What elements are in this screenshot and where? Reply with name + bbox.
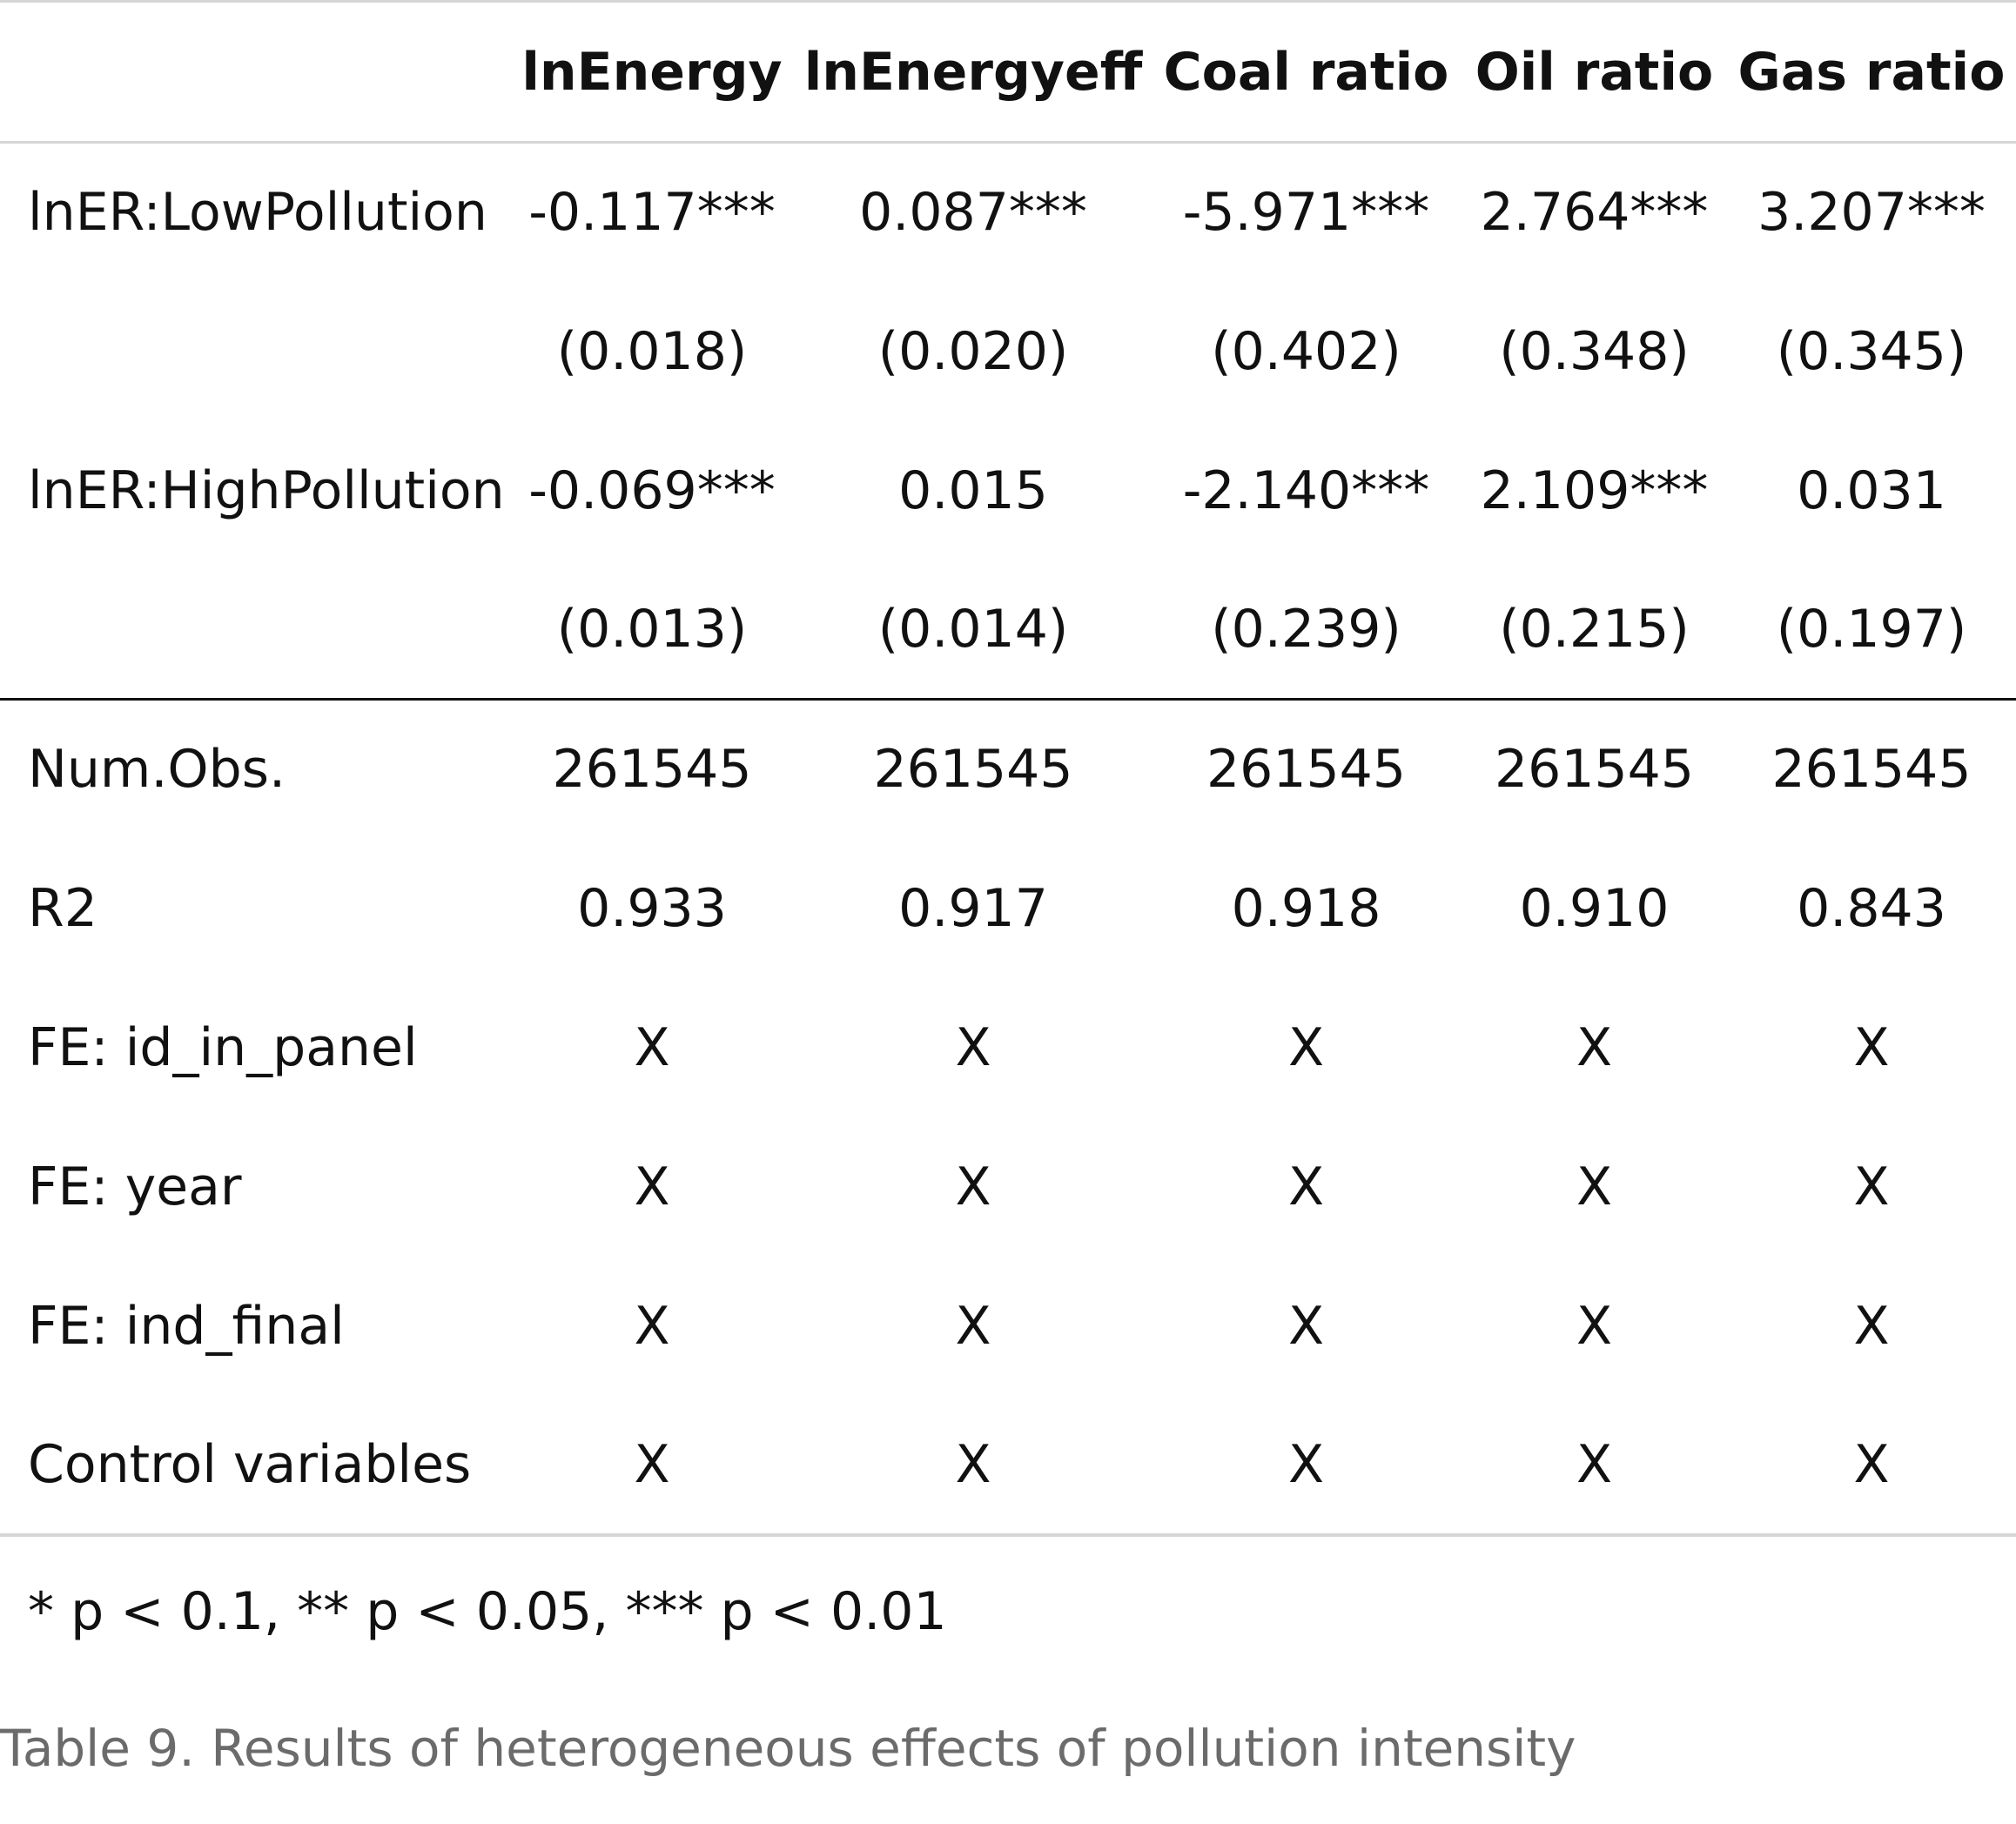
table-row: lnER:HighPollution -0.069*** 0.015 -2.14…: [0, 421, 2016, 560]
table-cell: (0.348): [1499, 320, 1690, 382]
table-cell: X: [1151, 1395, 1462, 1537]
table-cell: X: [1853, 1295, 1890, 1357]
table-cell: (0.215): [1462, 560, 1727, 701]
table-cell: -0.069***: [528, 459, 776, 521]
table-row: (0.018) (0.020) (0.402) (0.348) (0.345): [0, 282, 2016, 421]
table-row: FE: ind_final X X X X X: [0, 1257, 2016, 1396]
row-label: Control variables: [0, 1395, 508, 1537]
table-cell: (0.014): [796, 560, 1151, 701]
table-cell: 0.918: [1231, 877, 1381, 939]
table-cell: (0.197): [1727, 560, 2016, 701]
table-row: (0.013) (0.014) (0.239) (0.215) (0.197): [0, 560, 2016, 701]
table-cell: (0.018): [556, 320, 748, 382]
table-cell: X: [634, 1156, 670, 1217]
table-cell: X: [1287, 1016, 1325, 1078]
table-cell: X: [796, 1395, 1151, 1537]
column-header-lnenergy: lnEnergy: [508, 0, 796, 144]
coefficient-section: lnER:LowPollution -0.117*** 0.087*** -5.…: [0, 143, 2016, 701]
notes-section: * p < 0.1, ** p < 0.05, *** p < 0.01: [0, 1535, 2016, 1687]
table-cell: 261545: [1771, 739, 1972, 801]
table-cell: 3.207***: [1757, 182, 1986, 244]
row-label: lnER:LowPollution: [28, 182, 487, 244]
note-row: * p < 0.1, ** p < 0.05, *** p < 0.01: [0, 1535, 2016, 1687]
header-corner: [0, 0, 508, 144]
table-header: lnEnergy lnEnergyeff Coal ratio Oil rati…: [0, 0, 2016, 144]
row-label: lnER:HighPollution: [28, 459, 505, 521]
table-cell: 0.843: [1797, 877, 1946, 939]
table-cell: (0.345): [1776, 320, 1967, 382]
header-row: lnEnergy lnEnergyeff Coal ratio Oil rati…: [0, 0, 2016, 144]
row-label: [0, 560, 508, 701]
table-cell: 261545: [1206, 739, 1407, 801]
table-cell: (0.402): [1211, 320, 1401, 382]
table-cell: X: [955, 1156, 991, 1217]
table-cell: X: [1287, 1295, 1325, 1357]
table-row: FE: id_in_panel X X X X X: [0, 978, 2016, 1117]
table-cell: X: [1576, 1295, 1613, 1357]
results-table-container: lnEnergy lnEnergyeff Coal ratio Oil rati…: [0, 0, 2016, 1687]
results-table: lnEnergy lnEnergyeff Coal ratio Oil rati…: [0, 0, 2016, 1687]
table-cell: 0.031: [1797, 459, 1946, 521]
table-cell: 0.910: [1519, 877, 1670, 939]
column-header-coal-ratio: Coal ratio: [1151, 0, 1462, 144]
column-header-gas-ratio: Gas ratio: [1727, 0, 2016, 144]
table-cell: X: [508, 1395, 796, 1537]
table-cell: 2.764***: [1480, 182, 1709, 244]
row-label: FE: year: [28, 1156, 242, 1217]
table-cell: X: [1853, 1016, 1890, 1078]
table-cell: -2.140***: [1182, 459, 1430, 521]
table-cell: 0.087***: [859, 182, 1087, 244]
table-cell: X: [634, 1295, 670, 1357]
table-cell: 2.109***: [1480, 459, 1709, 521]
table-row: FE: year X X X X X: [0, 1117, 2016, 1257]
table-cell: X: [955, 1295, 991, 1357]
table-cell: 261545: [552, 739, 752, 801]
table-row: R2 0.933 0.917 0.918 0.910 0.843: [0, 839, 2016, 978]
table-cell: (0.020): [877, 320, 1069, 382]
table-cell: X: [955, 1016, 991, 1078]
row-label: R2: [28, 877, 97, 939]
column-header-oil-ratio: Oil ratio: [1462, 0, 1727, 144]
row-label: Num.Obs.: [28, 739, 286, 801]
table-cell: X: [634, 1016, 670, 1078]
table-cell: X: [1576, 1156, 1613, 1217]
table-cell: 0.917: [898, 877, 1048, 939]
table-cell: X: [1853, 1156, 1890, 1217]
table-cell: X: [1287, 1156, 1325, 1217]
table-cell: X: [1462, 1395, 1727, 1537]
table-caption: Table 9. Results of heterogeneous effect…: [0, 1719, 1576, 1778]
table-cell: X: [1727, 1395, 2016, 1537]
row-label: FE: id_in_panel: [28, 1016, 418, 1078]
table-cell: (0.013): [508, 560, 796, 701]
row-label: [0, 282, 508, 421]
table-cell: 261545: [1494, 739, 1695, 801]
table-cell: (0.239): [1151, 560, 1462, 701]
table-cell: 0.015: [898, 459, 1048, 521]
table-cell: 0.933: [577, 877, 727, 939]
table-row: lnER:LowPollution -0.117*** 0.087*** -5.…: [0, 143, 2016, 282]
table-cell: 261545: [873, 739, 1073, 801]
column-header-lnenergyeff: lnEnergyeff: [796, 0, 1151, 144]
significance-note: * p < 0.1, ** p < 0.05, *** p < 0.01: [28, 1581, 947, 1642]
row-label: FE: ind_final: [28, 1295, 345, 1357]
table-row: Num.Obs. 261545 261545 261545 261545 261…: [0, 700, 2016, 839]
table-cell: X: [1576, 1016, 1613, 1078]
statistics-section: Num.Obs. 261545 261545 261545 261545 261…: [0, 700, 2016, 1537]
table-row: Control variables X X X X X: [0, 1395, 2016, 1537]
table-cell: -5.971***: [1182, 182, 1430, 244]
table-cell: -0.117***: [528, 182, 776, 244]
